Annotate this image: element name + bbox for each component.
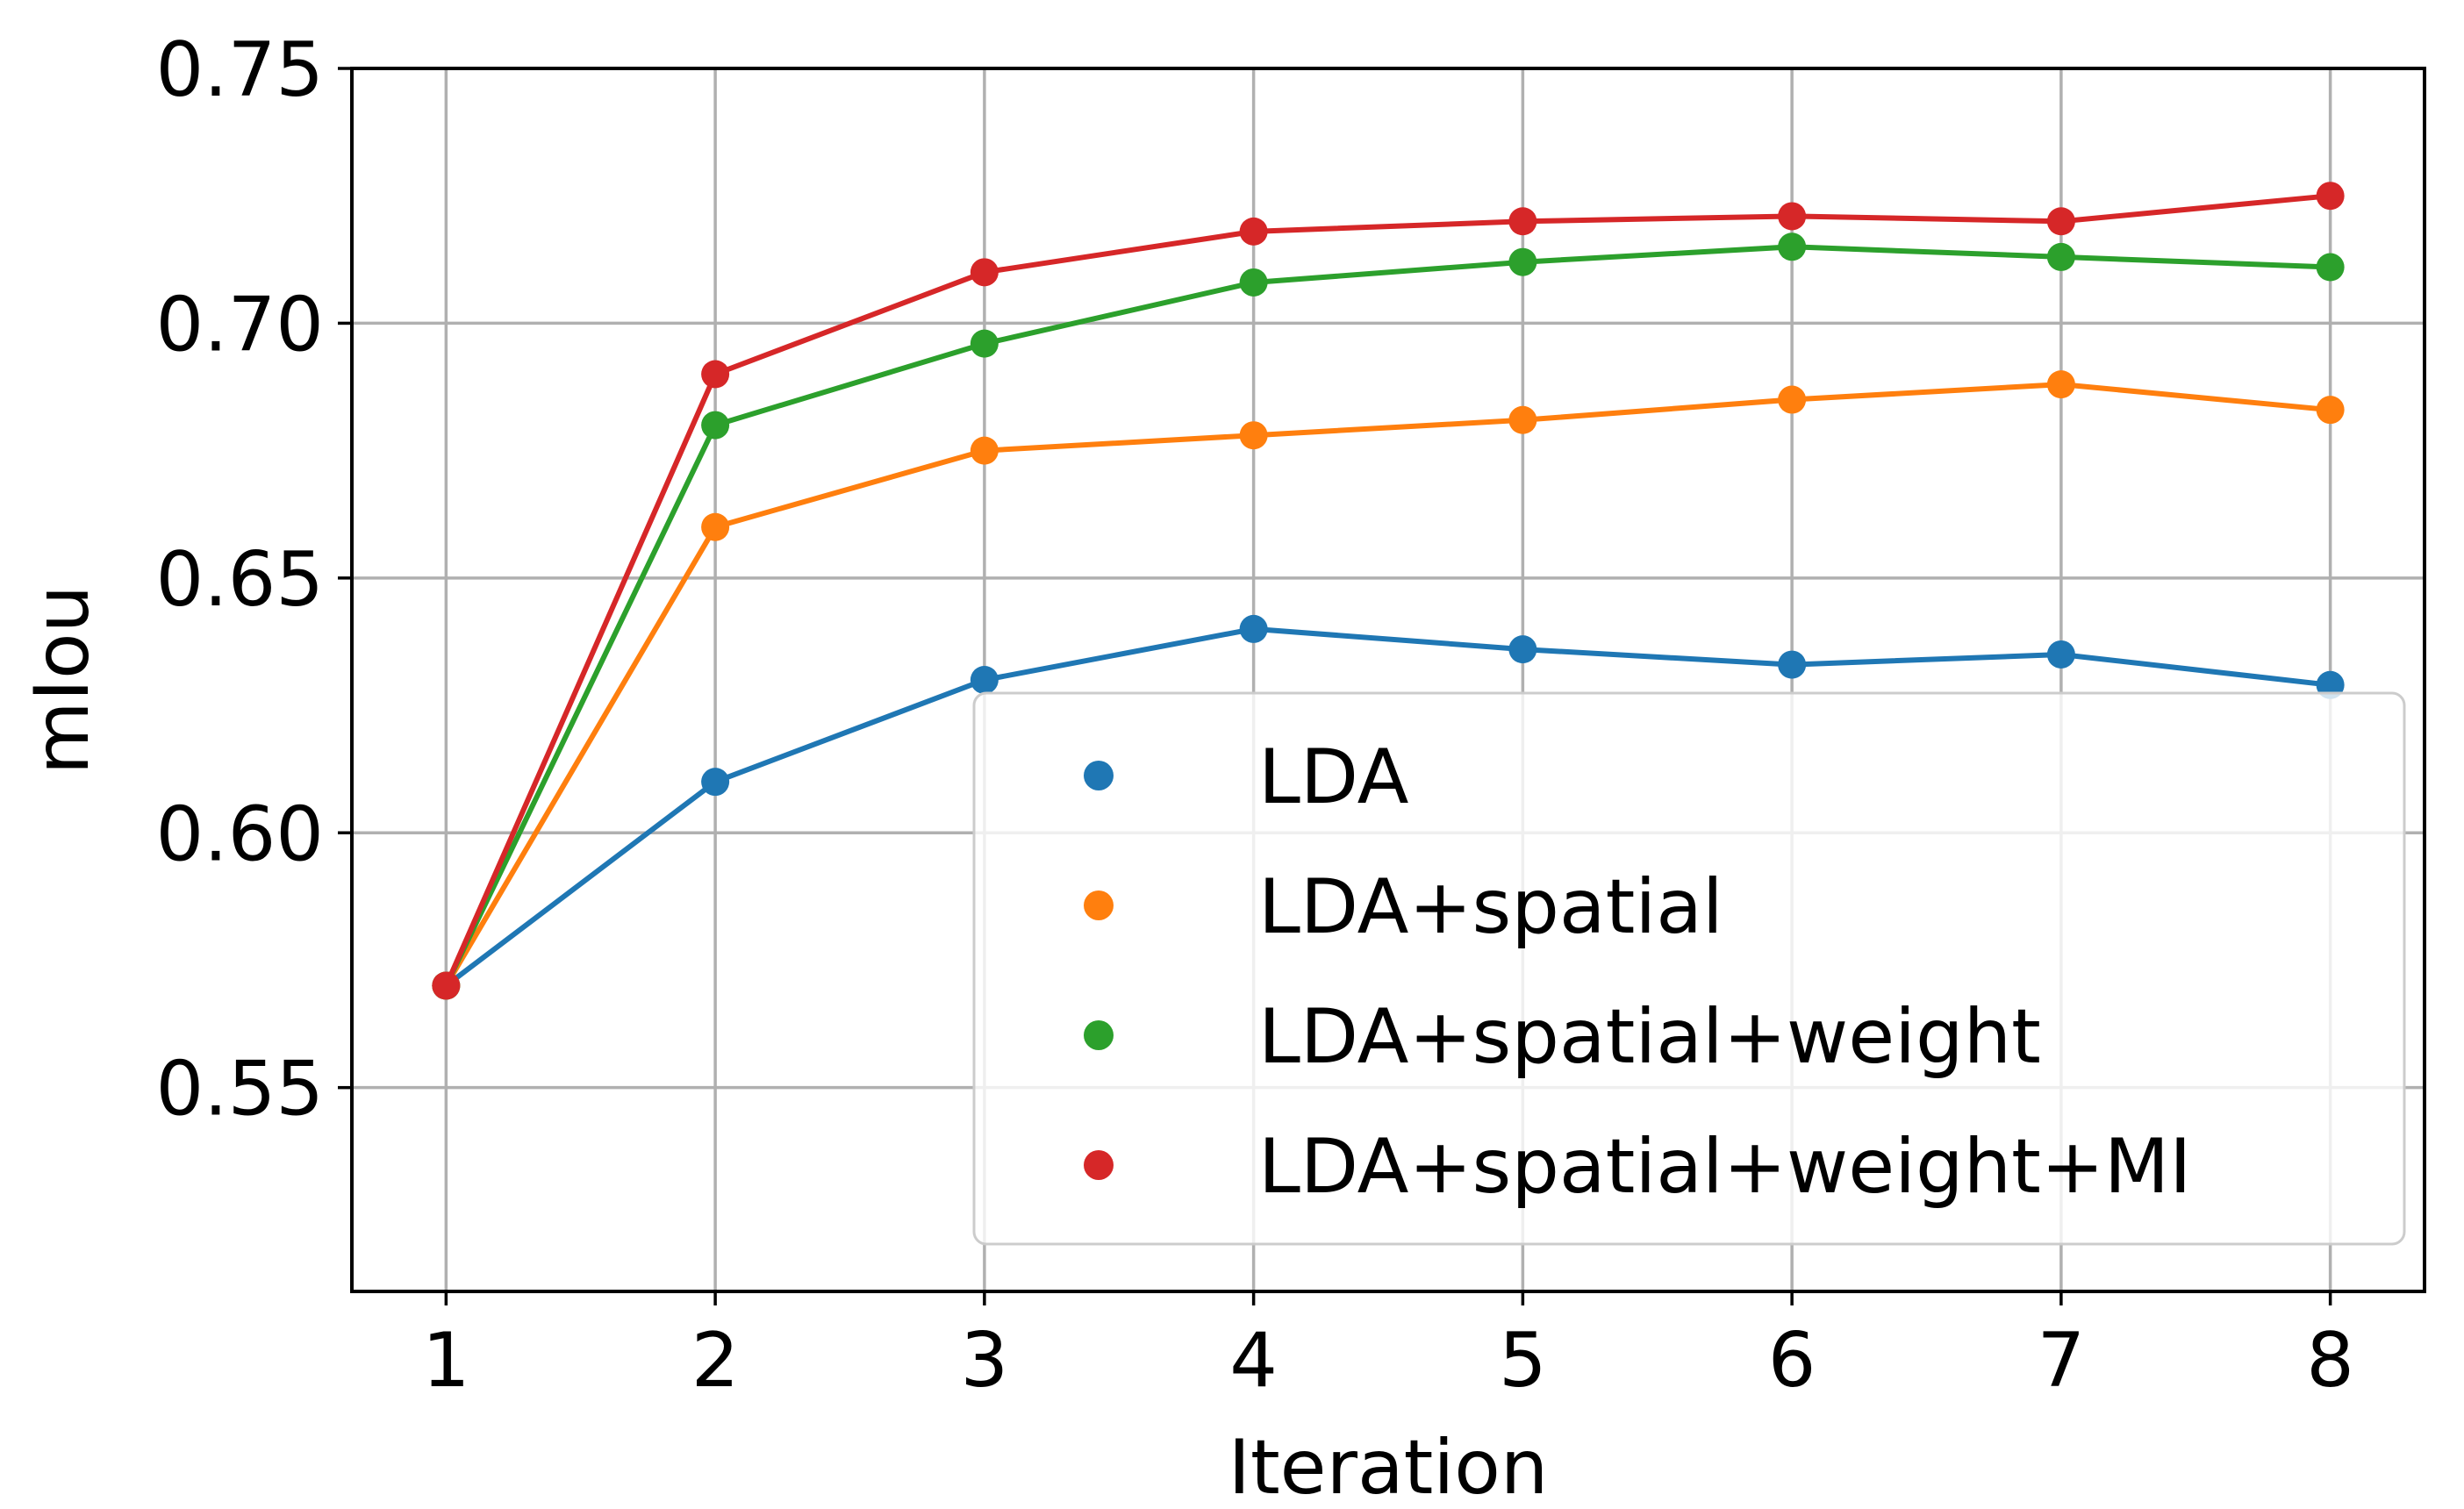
legend-label: LDA+spatial bbox=[1258, 863, 1723, 951]
data-point bbox=[2316, 253, 2345, 282]
data-point bbox=[1778, 232, 1807, 261]
axis-ticks: 1 2 3 4 5 6 7 8 0.55 0.60 0.65 0.70 0.75 bbox=[156, 26, 2354, 1405]
plot-series bbox=[432, 182, 2345, 1000]
series-line bbox=[443, 626, 2333, 989]
data-point bbox=[1239, 614, 1268, 643]
data-point bbox=[970, 666, 999, 694]
x-tick-label: 8 bbox=[2306, 1317, 2354, 1405]
series-0 bbox=[432, 614, 2345, 1000]
data-point bbox=[2046, 370, 2075, 399]
series-3 bbox=[432, 182, 2345, 1000]
data-point bbox=[1778, 202, 1807, 231]
data-point bbox=[701, 512, 730, 541]
legend-marker bbox=[1084, 761, 1114, 790]
legend-marker bbox=[1084, 890, 1114, 920]
x-tick-label: 4 bbox=[1229, 1317, 1278, 1405]
data-point bbox=[1508, 247, 1537, 276]
data-point bbox=[2316, 182, 2345, 211]
data-point bbox=[701, 768, 730, 797]
data-point bbox=[1778, 650, 1807, 679]
series-line bbox=[443, 382, 2333, 989]
data-point bbox=[2046, 207, 2075, 236]
data-point bbox=[970, 436, 999, 465]
data-point bbox=[1778, 385, 1807, 414]
legend-marker bbox=[1084, 1150, 1114, 1180]
legend-box bbox=[972, 691, 2406, 1246]
y-tick-label: 0.70 bbox=[156, 281, 324, 368]
y-tick-label: 0.75 bbox=[156, 26, 324, 114]
series-line bbox=[443, 193, 2333, 989]
data-point bbox=[2046, 640, 2075, 669]
legend-marker bbox=[1084, 1020, 1114, 1050]
y-tick-label: 0.55 bbox=[156, 1046, 324, 1134]
data-point bbox=[2046, 242, 2075, 271]
y-tick-label: 0.60 bbox=[156, 790, 324, 878]
legend: LDA LDA+spatial LDA+spatial+weight LDA+spat… bbox=[972, 691, 2406, 1246]
data-point bbox=[1239, 421, 1268, 450]
data-point bbox=[701, 360, 730, 389]
x-tick-label: 5 bbox=[1499, 1317, 1547, 1405]
data-point bbox=[1239, 217, 1268, 246]
y-axis-label: mIou bbox=[18, 585, 106, 775]
plot-frame bbox=[350, 67, 2426, 1293]
series-line bbox=[443, 244, 2333, 989]
data-point bbox=[432, 971, 461, 1000]
data-point bbox=[1239, 268, 1268, 297]
data-point bbox=[701, 411, 730, 440]
data-point bbox=[970, 258, 999, 287]
x-tick-label: 3 bbox=[961, 1317, 1009, 1405]
data-point bbox=[970, 329, 999, 358]
x-tick-label: 7 bbox=[2038, 1317, 2086, 1405]
data-point bbox=[2316, 396, 2345, 425]
x-axis-label: Iteration bbox=[1228, 1424, 1549, 1509]
data-point bbox=[1508, 405, 1537, 434]
legend-label: LDA+spatial+weight+MI bbox=[1258, 1123, 2191, 1211]
x-tick-label: 1 bbox=[422, 1317, 470, 1405]
x-tick-label: 2 bbox=[691, 1317, 740, 1405]
x-tick-label: 6 bbox=[1768, 1317, 1816, 1405]
series-2 bbox=[432, 232, 2345, 1000]
data-point bbox=[1508, 635, 1537, 664]
data-point bbox=[1508, 207, 1537, 236]
legend-label: LDA bbox=[1258, 733, 1409, 821]
legend-label: LDA+spatial+weight bbox=[1258, 993, 2041, 1081]
y-tick-label: 0.65 bbox=[156, 536, 324, 624]
